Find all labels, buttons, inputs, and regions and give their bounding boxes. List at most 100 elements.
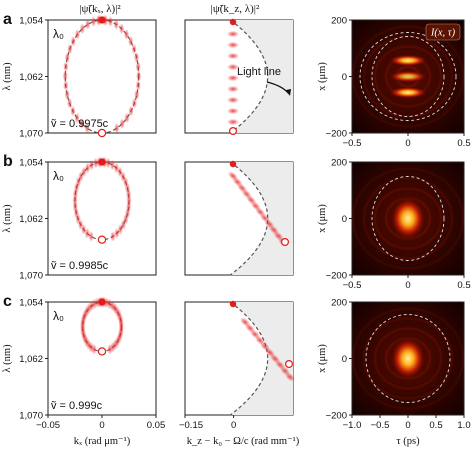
spectral-intensity-blob xyxy=(74,112,80,124)
right-xtick-label: 1.0 xyxy=(457,420,470,431)
left-ytick-label: 1,070 xyxy=(19,129,43,140)
light-line-curve xyxy=(229,301,269,416)
right-ytick-label: −200 xyxy=(326,129,347,140)
spectral-intensity-blob xyxy=(105,157,111,169)
right-xtick-label: 0.5 xyxy=(429,420,442,431)
left-xlabel: kₓ (rad μm⁻¹) xyxy=(74,436,131,447)
spectral-intensity-blob xyxy=(79,118,85,130)
spectral-intensity-blob xyxy=(91,343,97,355)
right-xlabel: τ (ps) xyxy=(396,436,420,447)
bottom-axes: −0.05 0 0.05 kₓ (rad μm⁻¹) −0.15 0 k_z − k₀ − … xyxy=(36,415,420,447)
solid-marker xyxy=(229,300,237,308)
intensity-lobe xyxy=(388,54,428,67)
panel-label: c xyxy=(3,293,12,310)
spectral-intensity-blob xyxy=(107,16,114,28)
mode-label: λ₀ xyxy=(53,309,64,323)
spectral-intensity-blob xyxy=(93,157,99,169)
inset-label: I(x, τ) xyxy=(430,28,456,39)
spectral-intensity-blob xyxy=(90,16,97,28)
intensity-lobe xyxy=(388,70,428,83)
right-ylabel: x (μm) xyxy=(317,62,328,91)
row-c: c λ₀ ṽ = 0.999c 1,054 1,062 1,070 λ (nm) 200 0 −2… xyxy=(2,293,471,431)
right-ytick-label: −200 xyxy=(326,411,347,422)
spectral-intensity-blob xyxy=(134,89,140,101)
row-b: b λ₀ ṽ = 0.9985c 1,054 1,062 1,070 λ (nm) 200 0 −… xyxy=(2,153,471,291)
mode-label: λ₀ xyxy=(53,169,64,183)
inset-label-box xyxy=(425,23,461,41)
interference-ring xyxy=(351,307,465,410)
velocity-label: ṽ = 0.9975c xyxy=(51,118,109,130)
velocity-label: ṽ = 0.999c xyxy=(51,400,103,412)
right-ytick-label: 0 xyxy=(342,354,347,365)
spectral-intensity-blob xyxy=(84,227,90,239)
spectral-intensity-blob xyxy=(107,343,113,355)
right-xtick-label: −0.5 xyxy=(343,138,362,149)
right-ytick-label: 200 xyxy=(331,158,347,169)
row-a: a λ₀ ṽ = 0.9975c 1,054 1,062 1,070 λ (nm) Light… xyxy=(2,11,471,149)
spectral-intensity-blob xyxy=(64,89,70,101)
spectral-intensity-blob xyxy=(136,70,142,82)
spectral-intensity-blob xyxy=(131,43,137,55)
light-line-label: Light line xyxy=(237,66,281,78)
interference-ring xyxy=(351,167,465,270)
left-ytick-label: 1,070 xyxy=(19,271,43,282)
spectral-intensity-blob xyxy=(227,74,239,82)
spectral-intensity-blob xyxy=(131,97,137,109)
interference-ring xyxy=(351,25,465,128)
left-ytick-label: 1,062 xyxy=(19,354,43,365)
spectral-intensity-blob xyxy=(119,23,125,35)
spectral-intensity-blob xyxy=(63,79,69,91)
light-line-arrowhead xyxy=(286,89,291,96)
interference-ring xyxy=(362,177,454,260)
spectral-intensity-blob xyxy=(79,23,85,35)
panel-label: a xyxy=(3,11,12,28)
right-ylabel: x (μm) xyxy=(317,204,328,233)
spectral-intensity-blob xyxy=(113,18,119,30)
intensity-core xyxy=(390,336,426,381)
spectral-intensity-blob xyxy=(227,52,239,60)
spectral-intensity-blob xyxy=(227,85,239,93)
solid-marker xyxy=(98,158,106,166)
spectral-intensity-blob xyxy=(227,63,239,71)
spectral-intensity-blob xyxy=(124,112,130,124)
spectral-intensity-blob xyxy=(63,61,69,73)
mid-xtick-label: 0 xyxy=(231,420,236,431)
left-panel-frame xyxy=(47,161,157,276)
dashed-envelope xyxy=(359,32,457,121)
right-xtick-label: 0 xyxy=(405,280,410,291)
open-marker xyxy=(97,128,107,138)
light-line-curve xyxy=(229,161,269,276)
left-ylabel: λ (nm) xyxy=(2,344,13,373)
left-column-title: |ψ̃(kₓ, λ)|² xyxy=(79,3,121,15)
intensity-lobe xyxy=(388,86,428,99)
dashed-envelope xyxy=(371,36,445,117)
spectral-intensity-blob xyxy=(74,28,81,40)
left-ytick-label: 1,062 xyxy=(19,72,43,83)
spectral-intensity-blob xyxy=(284,372,296,382)
left-xtick-label: 0 xyxy=(99,420,104,431)
spectral-intensity-blob xyxy=(85,18,91,30)
light-line-region xyxy=(230,20,293,133)
mid-xtick-label: −0.15 xyxy=(179,420,203,431)
open-marker xyxy=(281,238,290,247)
right-xtick-label: −0.5 xyxy=(371,420,390,431)
spectral-intensity-blob xyxy=(114,122,120,134)
right-xtick-label: −1.0 xyxy=(343,420,362,431)
left-xtick-label: 0.05 xyxy=(147,420,166,431)
light-line-curve xyxy=(229,19,269,134)
spectral-intensity-blob xyxy=(119,118,125,130)
spectral-intensity-blob xyxy=(67,43,73,55)
solid-marker xyxy=(98,16,106,24)
dashed-envelope xyxy=(371,176,445,261)
panel-label: b xyxy=(3,153,13,170)
right-xtick-label: 0.5 xyxy=(457,280,470,291)
left-ytick-label: 1,054 xyxy=(19,16,43,27)
left-ytick-label: 1,062 xyxy=(19,214,43,225)
right-xtick-label: 0 xyxy=(405,420,410,431)
spectral-intensity-blob xyxy=(227,96,239,104)
right-ytick-label: −200 xyxy=(326,271,347,282)
spectral-intensity-blob xyxy=(227,41,239,49)
spectral-intensity-blob xyxy=(114,227,120,239)
spectral-intensity-blob xyxy=(227,107,239,115)
